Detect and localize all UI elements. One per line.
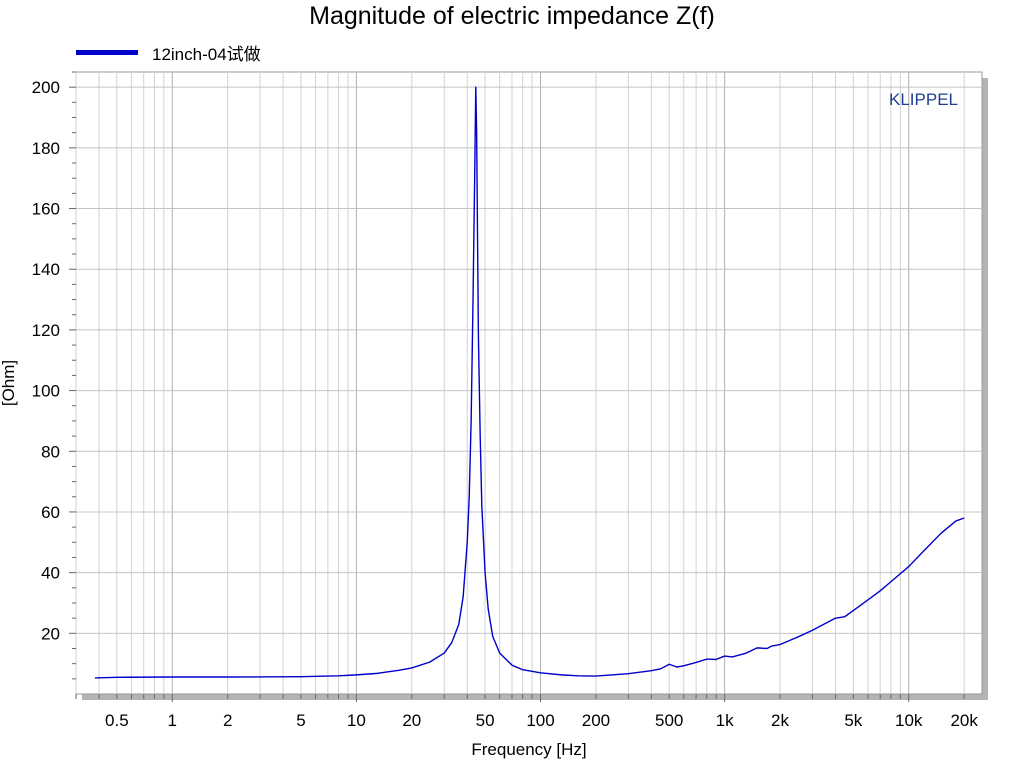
x-tick-label: 2 xyxy=(223,711,232,730)
watermark-klippel: KLIPPEL xyxy=(889,90,958,109)
x-tick-label: 500 xyxy=(655,711,683,730)
legend-swatch xyxy=(76,49,138,55)
y-tick-label: 120 xyxy=(32,321,60,340)
legend-label: 12inch-04试做 xyxy=(152,44,261,64)
x-tick-label: 100 xyxy=(526,711,554,730)
tick-labels: 0.5 1 2 5 10 20 50 100 200 500 1k 2k 5k 10k 20k 20 40 60 8… xyxy=(32,78,979,730)
x-tick-label: 5k xyxy=(844,711,862,730)
x-tick-label: 20 xyxy=(402,711,421,730)
x-tick-label: 10 xyxy=(347,711,366,730)
y-tick-label: 140 xyxy=(32,260,60,279)
y-tick-label: 20 xyxy=(41,624,60,643)
x-tick-label: 1 xyxy=(168,711,177,730)
chart-title: Magnitude of electric impedance Z(f) xyxy=(309,2,715,30)
series-line-12inch-04 xyxy=(94,86,965,679)
y-tick-label: 200 xyxy=(32,78,60,97)
x-tick-label: 20k xyxy=(950,711,978,730)
grid xyxy=(69,71,982,702)
y-tick-label: 180 xyxy=(32,139,60,158)
x-tick-label: 200 xyxy=(582,711,610,730)
x-tick-label: 5 xyxy=(296,711,305,730)
x-tick-label: 10k xyxy=(895,711,923,730)
y-tick-label: 80 xyxy=(41,442,60,461)
plot-area xyxy=(75,71,983,695)
x-tick-label: 1k xyxy=(716,711,734,730)
y-tick-label: 40 xyxy=(41,564,60,583)
x-tick-label: 50 xyxy=(476,711,495,730)
y-tick-label: 160 xyxy=(32,200,60,219)
y-axis-label: [Ohm] xyxy=(0,360,18,406)
y-tick-label: 100 xyxy=(32,382,60,401)
x-axis-label: Frequency [Hz] xyxy=(471,740,586,759)
x-tick-label: 0.5 xyxy=(105,711,129,730)
y-tick-label: 60 xyxy=(41,503,60,522)
legend: 12inch-04试做 xyxy=(76,40,261,64)
x-tick-label: 2k xyxy=(771,711,789,730)
